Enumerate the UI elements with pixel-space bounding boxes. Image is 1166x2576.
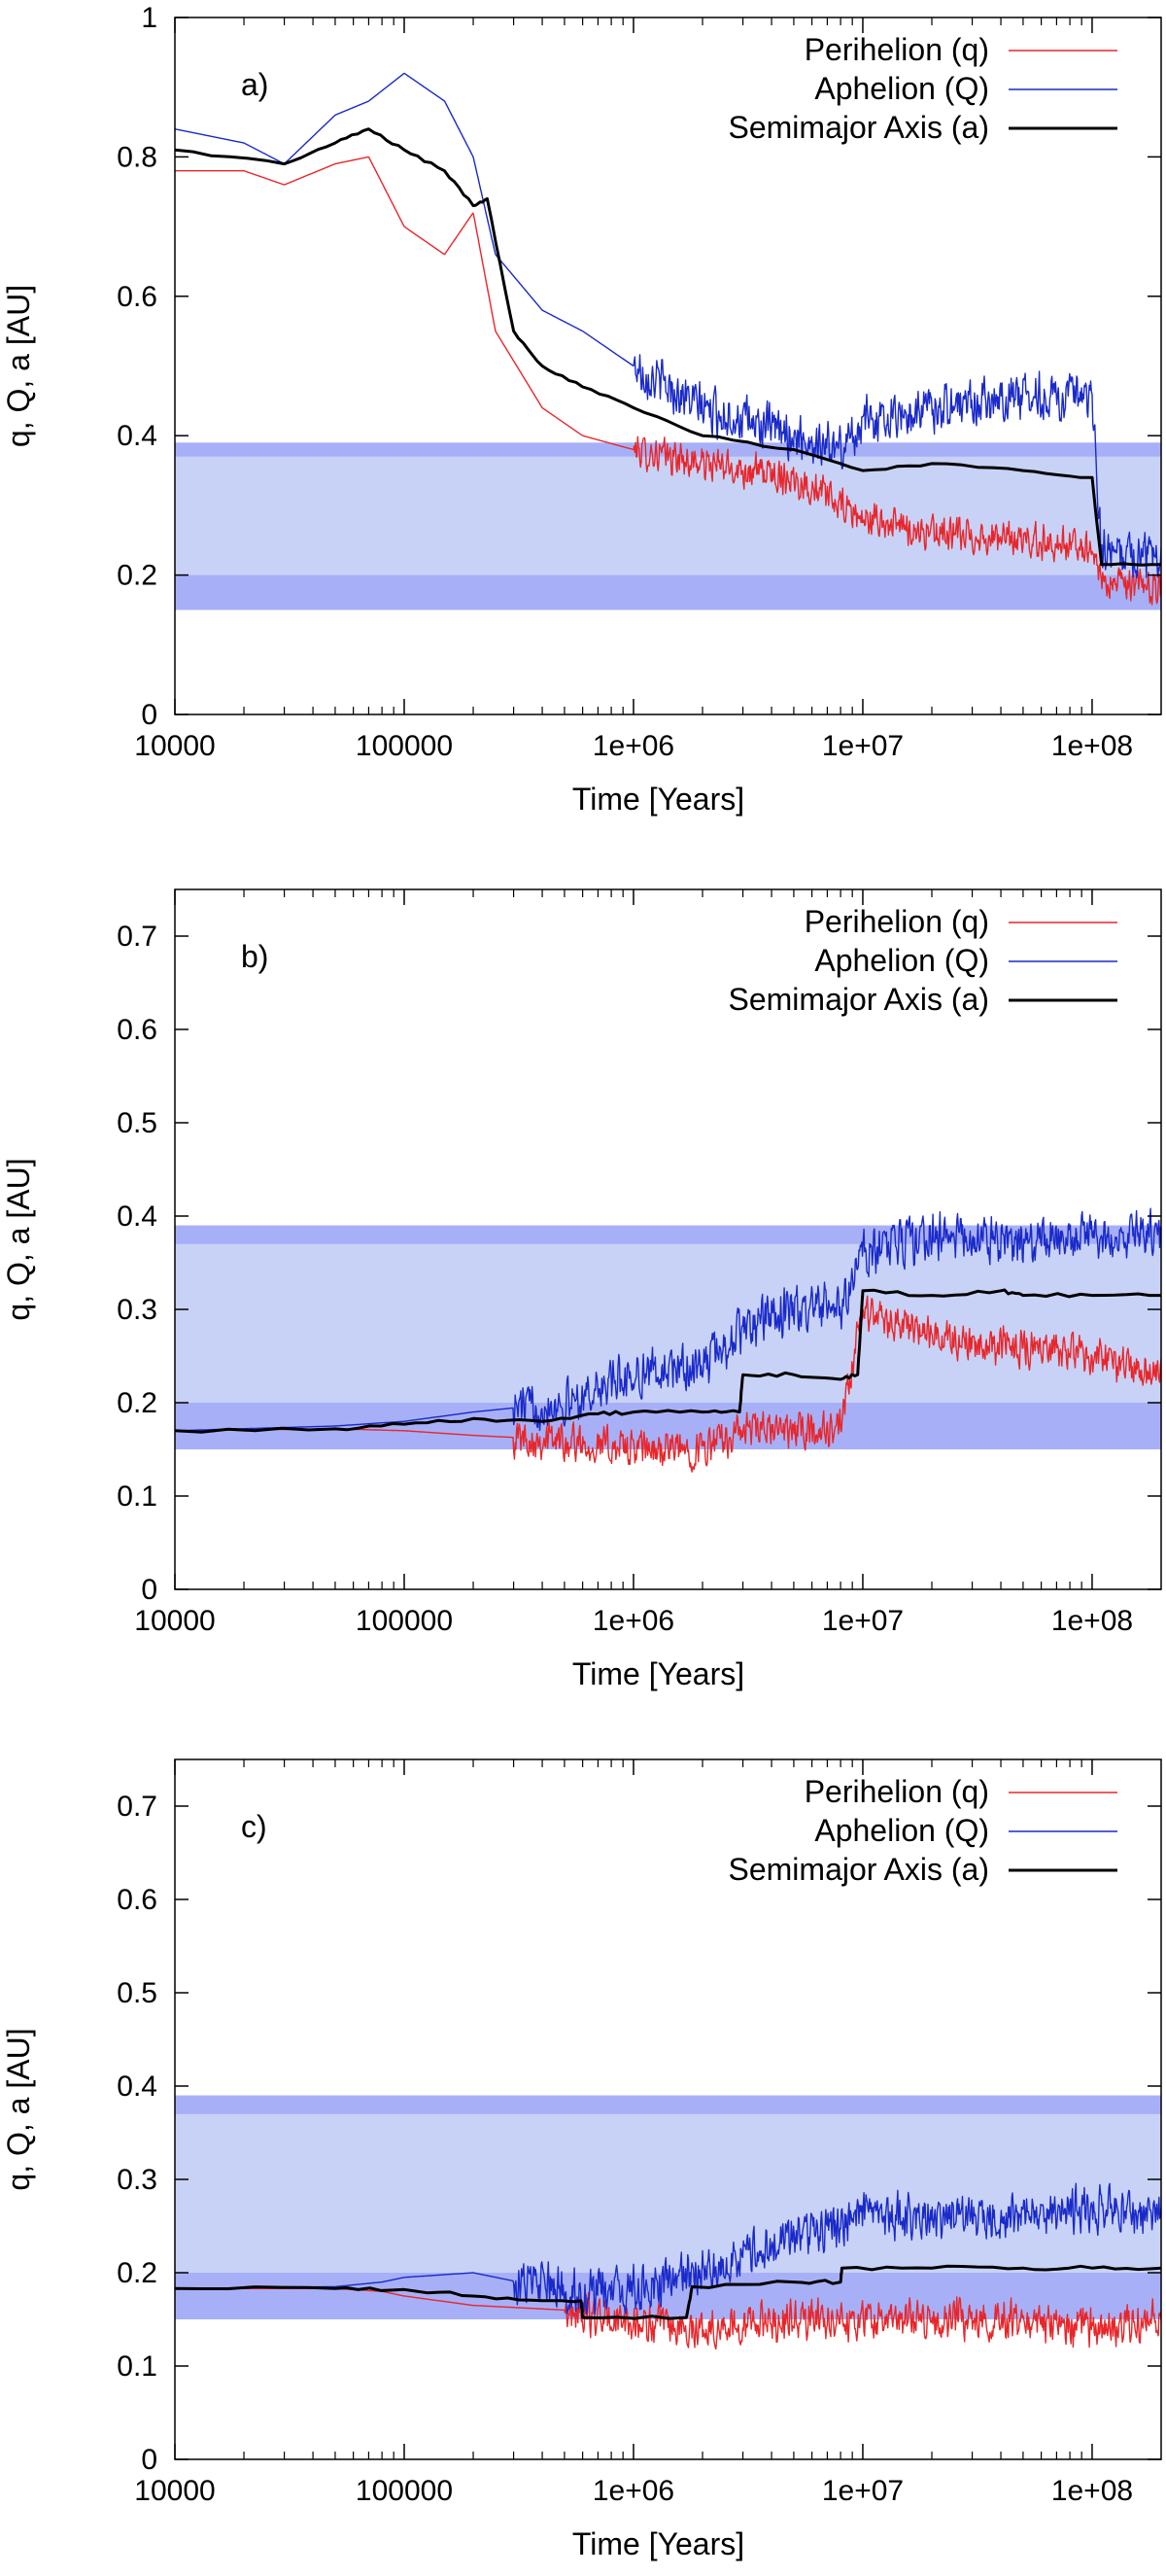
y-tick-label: 0.6	[117, 1014, 157, 1046]
y-axis-title: q, Q, a [AU]	[1, 1158, 36, 1320]
y-tick-label: 0.2	[117, 2257, 157, 2289]
legend-label: Semimajor Axis (a)	[729, 982, 990, 1017]
panel-label: c)	[241, 1809, 267, 1844]
x-axis-title: Time [Years]	[572, 2526, 744, 2561]
shaded-band	[175, 1225, 1161, 1244]
legend-label: Perihelion (q)	[805, 904, 989, 939]
x-tick-label: 10000	[134, 2475, 215, 2507]
x-tick-label: 1e+06	[593, 2475, 674, 2507]
chart-panel-1: 0 0.2 0.4 0.6 0.8 1 10000 100000 1e+06 1e+07 1e+08…	[1, 2, 1162, 817]
y-tick-label: 0.1	[117, 1480, 157, 1513]
y-tick-label: 0.3	[117, 2164, 157, 2196]
x-tick-label: 1e+08	[1051, 1605, 1133, 1637]
x-tick-label: 10000	[134, 1605, 215, 1637]
y-tick-label: 0.7	[117, 1791, 157, 1823]
y-tick-label: 0.4	[117, 420, 157, 452]
x-tick-label: 1e+06	[593, 730, 674, 762]
shaded-band	[175, 574, 1161, 610]
legend-label: Perihelion (q)	[805, 32, 989, 67]
legend: Perihelion (q) Aphelion (Q) Semimajor Axis…	[729, 32, 1117, 145]
y-tick-label: 0	[141, 699, 157, 731]
x-tick-label: 100000	[356, 1605, 453, 1637]
series-line-aphelion	[175, 2182, 1161, 2315]
legend: Perihelion (q) Aphelion (Q) Semimajor Axis…	[729, 904, 1117, 1017]
y-axis-title: q, Q, a [AU]	[1, 2028, 36, 2190]
x-tick-label: 1e+07	[822, 2475, 904, 2507]
series-line-semimajor-axis	[175, 2264, 1161, 2320]
x-tick-label: 100000	[356, 730, 453, 762]
y-tick-label: 0.6	[117, 281, 157, 313]
panel-label: a)	[241, 67, 268, 102]
series-line-semimajor-axis	[175, 127, 1161, 567]
plot-frame	[174, 17, 1162, 715]
series-group	[175, 1207, 1161, 1473]
y-tick-label: 0.2	[117, 560, 157, 592]
x-tick-label: 1e+07	[822, 730, 904, 762]
y-tick-label: 0.5	[117, 1977, 157, 2009]
x-tick-label: 1e+07	[822, 1605, 904, 1637]
x-tick-label: 1e+08	[1051, 730, 1133, 762]
x-tick-label: 100000	[356, 2475, 453, 2507]
x-tick-label: 10000	[134, 730, 215, 762]
plot-frame	[174, 888, 1162, 1590]
series-group	[175, 72, 1161, 606]
y-tick-label: 0	[141, 2444, 157, 2476]
series-group	[175, 2182, 1161, 2350]
y-tick-label: 0	[141, 1574, 157, 1606]
y-tick-label: 0.4	[117, 1201, 157, 1233]
y-tick-label: 0.6	[117, 1884, 157, 1916]
x-axis-title: Time [Years]	[572, 1656, 744, 1691]
y-tick-label: 0.7	[117, 921, 157, 953]
y-tick-label: 0.1	[117, 2350, 157, 2383]
series-line-aphelion	[175, 1207, 1161, 1432]
legend: Perihelion (q) Aphelion (Q) Semimajor Axis…	[729, 1774, 1117, 1887]
series-line-aphelion	[175, 72, 1161, 579]
series-line-perihelion	[175, 156, 1161, 606]
y-tick-label: 0.8	[117, 141, 157, 173]
y-tick-label: 0.5	[117, 1107, 157, 1139]
legend-label: Perihelion (q)	[805, 1774, 989, 1809]
plot-frame	[174, 1758, 1162, 2460]
series-line-semimajor-axis	[175, 1288, 1161, 1434]
shaded-band	[175, 2095, 1161, 2114]
panel-label: b)	[241, 939, 268, 974]
legend-label: Aphelion (Q)	[814, 943, 989, 978]
y-axis-title: q, Q, a [AU]	[1, 285, 36, 447]
y-tick-label: 1	[141, 2, 157, 34]
y-tick-label: 0.4	[117, 2071, 157, 2103]
y-tick-label: 0.2	[117, 1387, 157, 1419]
legend-label: Aphelion (Q)	[814, 71, 989, 106]
legend-label: Aphelion (Q)	[814, 1813, 989, 1848]
y-tick-label: 0.3	[117, 1294, 157, 1326]
legend-label: Semimajor Axis (a)	[729, 1852, 990, 1887]
x-tick-label: 1e+06	[593, 1605, 674, 1637]
legend-label: Semimajor Axis (a)	[729, 110, 990, 145]
x-tick-label: 1e+08	[1051, 2475, 1133, 2507]
chart-panel-3: 0 0.1 0.2 0.3 0.4 0.5 0.6 0.7 10000 100000 1e+06 1e…	[1, 1758, 1162, 2561]
chart-panel-2: 0 0.1 0.2 0.3 0.4 0.5 0.6 0.7 10000 100000 1e+06 1e…	[1, 888, 1162, 1691]
x-axis-title: Time [Years]	[572, 782, 744, 817]
